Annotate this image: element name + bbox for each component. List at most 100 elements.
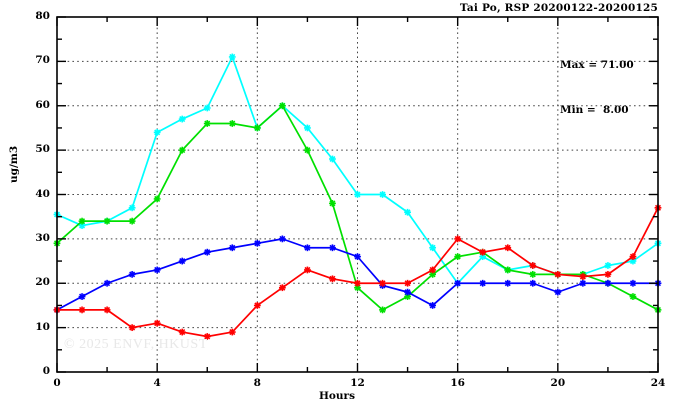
stats-annotation: Max = 71.00 Min = 8.00	[560, 28, 634, 148]
min-value-label: Min = 8.00	[560, 104, 629, 116]
data-point-marker	[329, 155, 336, 163]
data-point-marker	[153, 195, 161, 203]
data-point-marker	[504, 244, 512, 252]
data-point-marker	[153, 266, 161, 274]
data-point-marker	[379, 191, 386, 198]
data-point-marker	[579, 273, 587, 280]
max-value-label: Max = 71.00	[560, 59, 634, 71]
data-point-marker	[554, 270, 562, 278]
y-tick-label: 50	[35, 143, 50, 156]
data-point-marker	[354, 279, 361, 287]
data-point-marker	[529, 262, 537, 269]
data-point-marker	[429, 244, 437, 252]
data-point-marker	[178, 146, 186, 154]
page-title: Tai Po, RSP 20200122-20200125	[459, 2, 658, 14]
data-point-marker	[203, 333, 211, 340]
data-point-marker	[404, 279, 411, 287]
data-point-marker	[404, 208, 411, 216]
y-tick-label: 70	[35, 54, 50, 67]
y-axis-label: ug/m3	[8, 145, 20, 183]
data-point-marker	[629, 279, 637, 287]
y-tick-label: 30	[35, 231, 50, 244]
data-point-marker	[153, 319, 161, 327]
data-point-marker	[278, 235, 286, 243]
x-tick-label: 20	[550, 377, 566, 389]
data-point-marker	[304, 146, 311, 154]
data-point-marker	[103, 279, 111, 287]
data-point-marker	[479, 279, 487, 287]
data-point-marker	[304, 266, 311, 274]
x-tick-label: 24	[650, 377, 666, 389]
data-point-marker	[103, 217, 111, 225]
y-tick-label: 0	[42, 365, 50, 377]
x-tick-label: 0	[53, 377, 61, 389]
data-point-marker	[529, 270, 537, 278]
data-point-marker	[429, 266, 437, 274]
data-point-marker	[278, 102, 286, 110]
data-point-marker	[228, 53, 236, 61]
data-point-marker	[78, 306, 86, 314]
data-point-marker	[404, 293, 411, 300]
y-tick-label: 10	[35, 320, 50, 333]
data-point-marker	[228, 244, 236, 252]
data-point-marker	[153, 128, 161, 136]
data-point-marker	[329, 244, 336, 252]
data-point-marker	[178, 328, 186, 336]
data-point-marker	[78, 217, 86, 225]
data-point-marker	[454, 235, 462, 243]
data-point-marker	[253, 124, 261, 132]
data-point-marker	[304, 244, 311, 252]
data-point-marker	[278, 284, 286, 292]
data-point-marker	[604, 270, 612, 278]
data-point-marker	[329, 275, 336, 283]
data-point-marker	[429, 302, 437, 309]
y-tick-label: 40	[35, 187, 50, 200]
data-point-marker	[579, 279, 587, 287]
grid-lines	[58, 18, 657, 371]
data-point-marker	[529, 279, 537, 287]
y-tick-label: 20	[35, 276, 50, 289]
data-point-marker	[178, 115, 186, 123]
x-axis-label: Hours	[318, 390, 355, 402]
data-point-marker	[253, 239, 261, 247]
axis-ticks	[56, 16, 659, 373]
data-point-marker	[604, 262, 612, 269]
data-point-marker	[504, 266, 512, 274]
data-point-marker	[203, 248, 211, 256]
x-tick-label: 8	[253, 377, 261, 389]
data-point-marker	[203, 104, 211, 112]
x-tick-label: 4	[153, 377, 161, 389]
data-point-marker	[354, 191, 361, 198]
data-point-marker	[304, 124, 311, 132]
data-point-marker	[228, 328, 236, 336]
data-point-marker	[354, 253, 361, 261]
data-point-marker	[128, 204, 136, 212]
series-20200124	[53, 235, 662, 314]
data-point-marker	[78, 293, 86, 300]
data-point-marker	[228, 120, 236, 127]
data-point-marker	[128, 270, 136, 278]
data-point-marker	[379, 279, 386, 287]
data-point-marker	[128, 217, 136, 225]
data-point-marker	[404, 288, 411, 296]
x-tick-label: 12	[350, 377, 365, 389]
data-point-marker	[253, 302, 261, 309]
data-point-marker	[454, 253, 462, 261]
data-point-marker	[504, 279, 512, 287]
data-point-marker	[479, 248, 487, 256]
y-tick-label: 80	[35, 10, 50, 22]
x-tick-label: 16	[450, 377, 465, 389]
data-point-marker	[604, 279, 612, 287]
data-point-marker	[178, 257, 186, 265]
data-point-marker	[554, 288, 562, 296]
data-point-marker	[329, 199, 336, 207]
data-point-marker	[629, 253, 637, 261]
data-point-marker	[128, 324, 136, 332]
data-point-marker	[379, 306, 386, 314]
data-point-marker	[203, 120, 211, 127]
data-point-marker	[454, 279, 462, 287]
y-tick-label: 60	[35, 98, 50, 111]
data-point-marker	[629, 293, 637, 300]
